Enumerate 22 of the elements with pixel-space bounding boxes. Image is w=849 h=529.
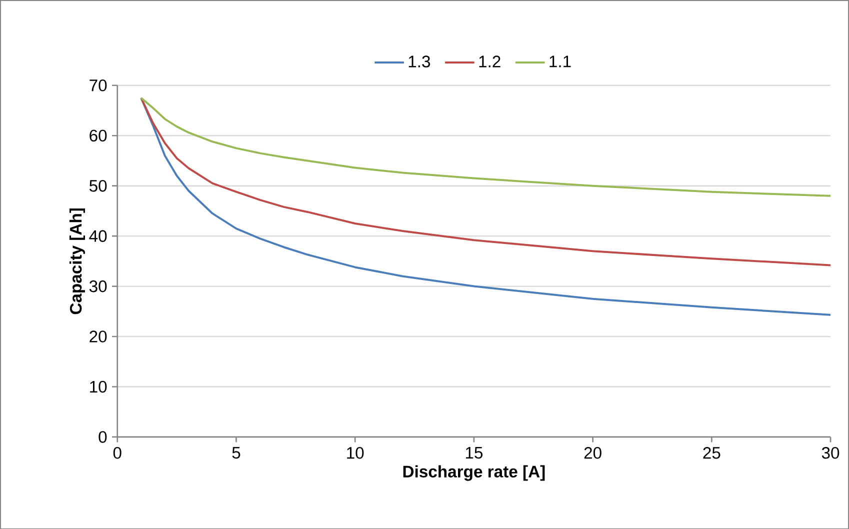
legend-label: 1.3 [408, 55, 430, 68]
x-tick-label: 30 [822, 446, 840, 459]
y-tick-label: 30 [89, 280, 107, 292]
x-tick-label: 10 [347, 446, 364, 459]
y-tick-label: 70 [90, 79, 107, 92]
x-axis-title: Discharge rate [A] [403, 465, 545, 481]
y-tick-label: 60 [90, 130, 107, 142]
y-tick-label: 50 [89, 180, 107, 192]
x-tick-label: 20 [584, 446, 602, 459]
y-tick-label: 0 [98, 430, 107, 443]
x-tick-label: 25 [703, 446, 720, 459]
x-tick-label: 0 [113, 446, 122, 459]
line-series [140, 96, 831, 197]
legend-label: 1.2 [479, 55, 500, 68]
y-tick-label: 40 [89, 230, 107, 242]
y-axis-title: Capacity [Ah] [69, 208, 85, 314]
legend-label: 1.1 [550, 56, 571, 67]
y-tick-label: 20 [90, 330, 107, 342]
line-series [140, 96, 831, 266]
y-tick-label: 10 [90, 380, 107, 392]
x-tick-label: 5 [232, 446, 240, 458]
x-tick-label: 15 [466, 446, 482, 458]
